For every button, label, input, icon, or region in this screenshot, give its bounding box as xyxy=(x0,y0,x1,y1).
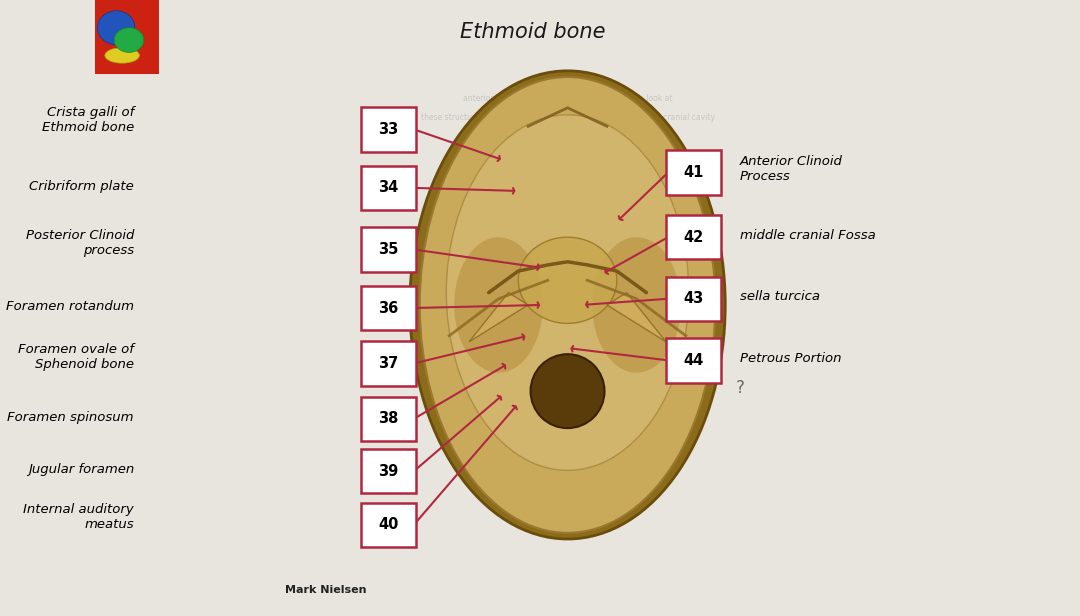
Text: Anterior Clinoid
Process: Anterior Clinoid Process xyxy=(740,155,842,184)
Text: Internal auditory
meatus: Internal auditory meatus xyxy=(23,503,134,532)
Text: 33: 33 xyxy=(378,122,399,137)
Polygon shape xyxy=(469,293,528,342)
Text: sella turcica: sella turcica xyxy=(740,290,820,304)
Text: 38: 38 xyxy=(378,411,399,426)
Ellipse shape xyxy=(105,47,139,63)
FancyBboxPatch shape xyxy=(361,166,416,210)
FancyBboxPatch shape xyxy=(361,503,416,547)
Text: Foramen ovale of
Sphenoid bone: Foramen ovale of Sphenoid bone xyxy=(18,343,134,371)
Bar xyxy=(95,0,159,74)
Text: 40: 40 xyxy=(378,517,399,532)
Text: 44: 44 xyxy=(684,353,704,368)
Ellipse shape xyxy=(530,354,605,428)
FancyBboxPatch shape xyxy=(666,150,721,195)
Text: 36: 36 xyxy=(378,301,399,315)
FancyBboxPatch shape xyxy=(666,277,721,321)
Ellipse shape xyxy=(455,237,543,373)
Text: ?: ? xyxy=(735,379,744,397)
Text: 41: 41 xyxy=(684,165,704,180)
FancyBboxPatch shape xyxy=(361,107,416,152)
FancyBboxPatch shape xyxy=(361,397,416,441)
Text: Crista galli of
Ethmoid bone: Crista galli of Ethmoid bone xyxy=(42,106,134,134)
Text: 37: 37 xyxy=(378,356,399,371)
Text: Foramen spinosum: Foramen spinosum xyxy=(8,410,134,424)
FancyBboxPatch shape xyxy=(666,338,721,383)
FancyBboxPatch shape xyxy=(361,227,416,272)
Text: Posterior Clinoid
process: Posterior Clinoid process xyxy=(26,229,134,257)
Text: Petrous Portion: Petrous Portion xyxy=(740,352,841,365)
Ellipse shape xyxy=(114,28,144,52)
Text: 42: 42 xyxy=(684,230,704,245)
Ellipse shape xyxy=(97,11,135,45)
FancyBboxPatch shape xyxy=(666,215,721,259)
Text: 39: 39 xyxy=(378,464,399,479)
Ellipse shape xyxy=(592,237,680,373)
FancyBboxPatch shape xyxy=(361,286,416,330)
Text: Ethmoid bone: Ethmoid bone xyxy=(460,22,606,41)
Text: middle cranial Fossa: middle cranial Fossa xyxy=(740,229,876,242)
Text: Cribriform plate: Cribriform plate xyxy=(29,179,134,193)
Text: anterior and posterior fossae of cranial base to look at: anterior and posterior fossae of cranial… xyxy=(463,94,673,103)
Polygon shape xyxy=(607,293,666,342)
Ellipse shape xyxy=(420,77,715,533)
Text: Mark Nielsen: Mark Nielsen xyxy=(285,585,367,595)
FancyBboxPatch shape xyxy=(361,341,416,386)
Text: 43: 43 xyxy=(684,291,704,306)
Text: these structures from the anterior view with the roof off of the cranial cavity: these structures from the anterior view … xyxy=(420,113,715,121)
Ellipse shape xyxy=(518,237,617,323)
Text: 34: 34 xyxy=(378,180,399,195)
FancyBboxPatch shape xyxy=(361,449,416,493)
Text: Foramen rotandum: Foramen rotandum xyxy=(5,299,134,313)
Ellipse shape xyxy=(446,115,689,471)
Ellipse shape xyxy=(410,71,726,539)
Text: 35: 35 xyxy=(378,242,399,257)
Text: Jugular foramen: Jugular foramen xyxy=(28,463,134,476)
